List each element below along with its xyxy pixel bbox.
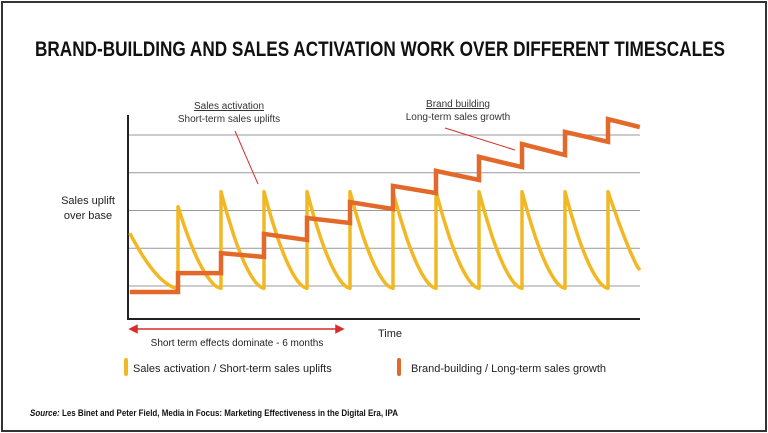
y-axis-label-line2: over base (64, 210, 112, 222)
x-axis-label: Time (378, 328, 402, 340)
source-note: Source: Les Binet and Peter Field, Media… (30, 408, 398, 418)
short-term-double-arrow (128, 324, 345, 334)
y-axis-label-line1: Sales uplift (61, 195, 115, 207)
brand-annotation-title: Brand building (426, 99, 490, 110)
source-label: Source: (30, 408, 60, 418)
sales-annotation-sub: Short-term sales uplifts (178, 114, 280, 125)
source-text: Les Binet and Peter Field, Media in Focu… (62, 408, 398, 418)
short-term-label: Short term effects dominate - 6 months (151, 338, 324, 349)
sales-annotation-arrow (234, 130, 259, 185)
legend-swatch-sales-activation (124, 358, 128, 376)
brand-building-line (129, 116, 641, 295)
brand-annotation-arrow (444, 127, 516, 151)
legend-label-brand-building: Brand-building / Long-term sales growth (411, 363, 606, 375)
legend-swatch-brand-building (397, 358, 401, 376)
brand-annotation-sub: Long-term sales growth (406, 112, 511, 123)
chart-title: BRAND-BUILDING AND SALES ACTIVATION WORK… (35, 38, 725, 61)
sales-annotation-title: Sales activation (194, 101, 264, 112)
legend-label-sales-activation: Sales activation / Short-term sales upli… (133, 363, 332, 375)
